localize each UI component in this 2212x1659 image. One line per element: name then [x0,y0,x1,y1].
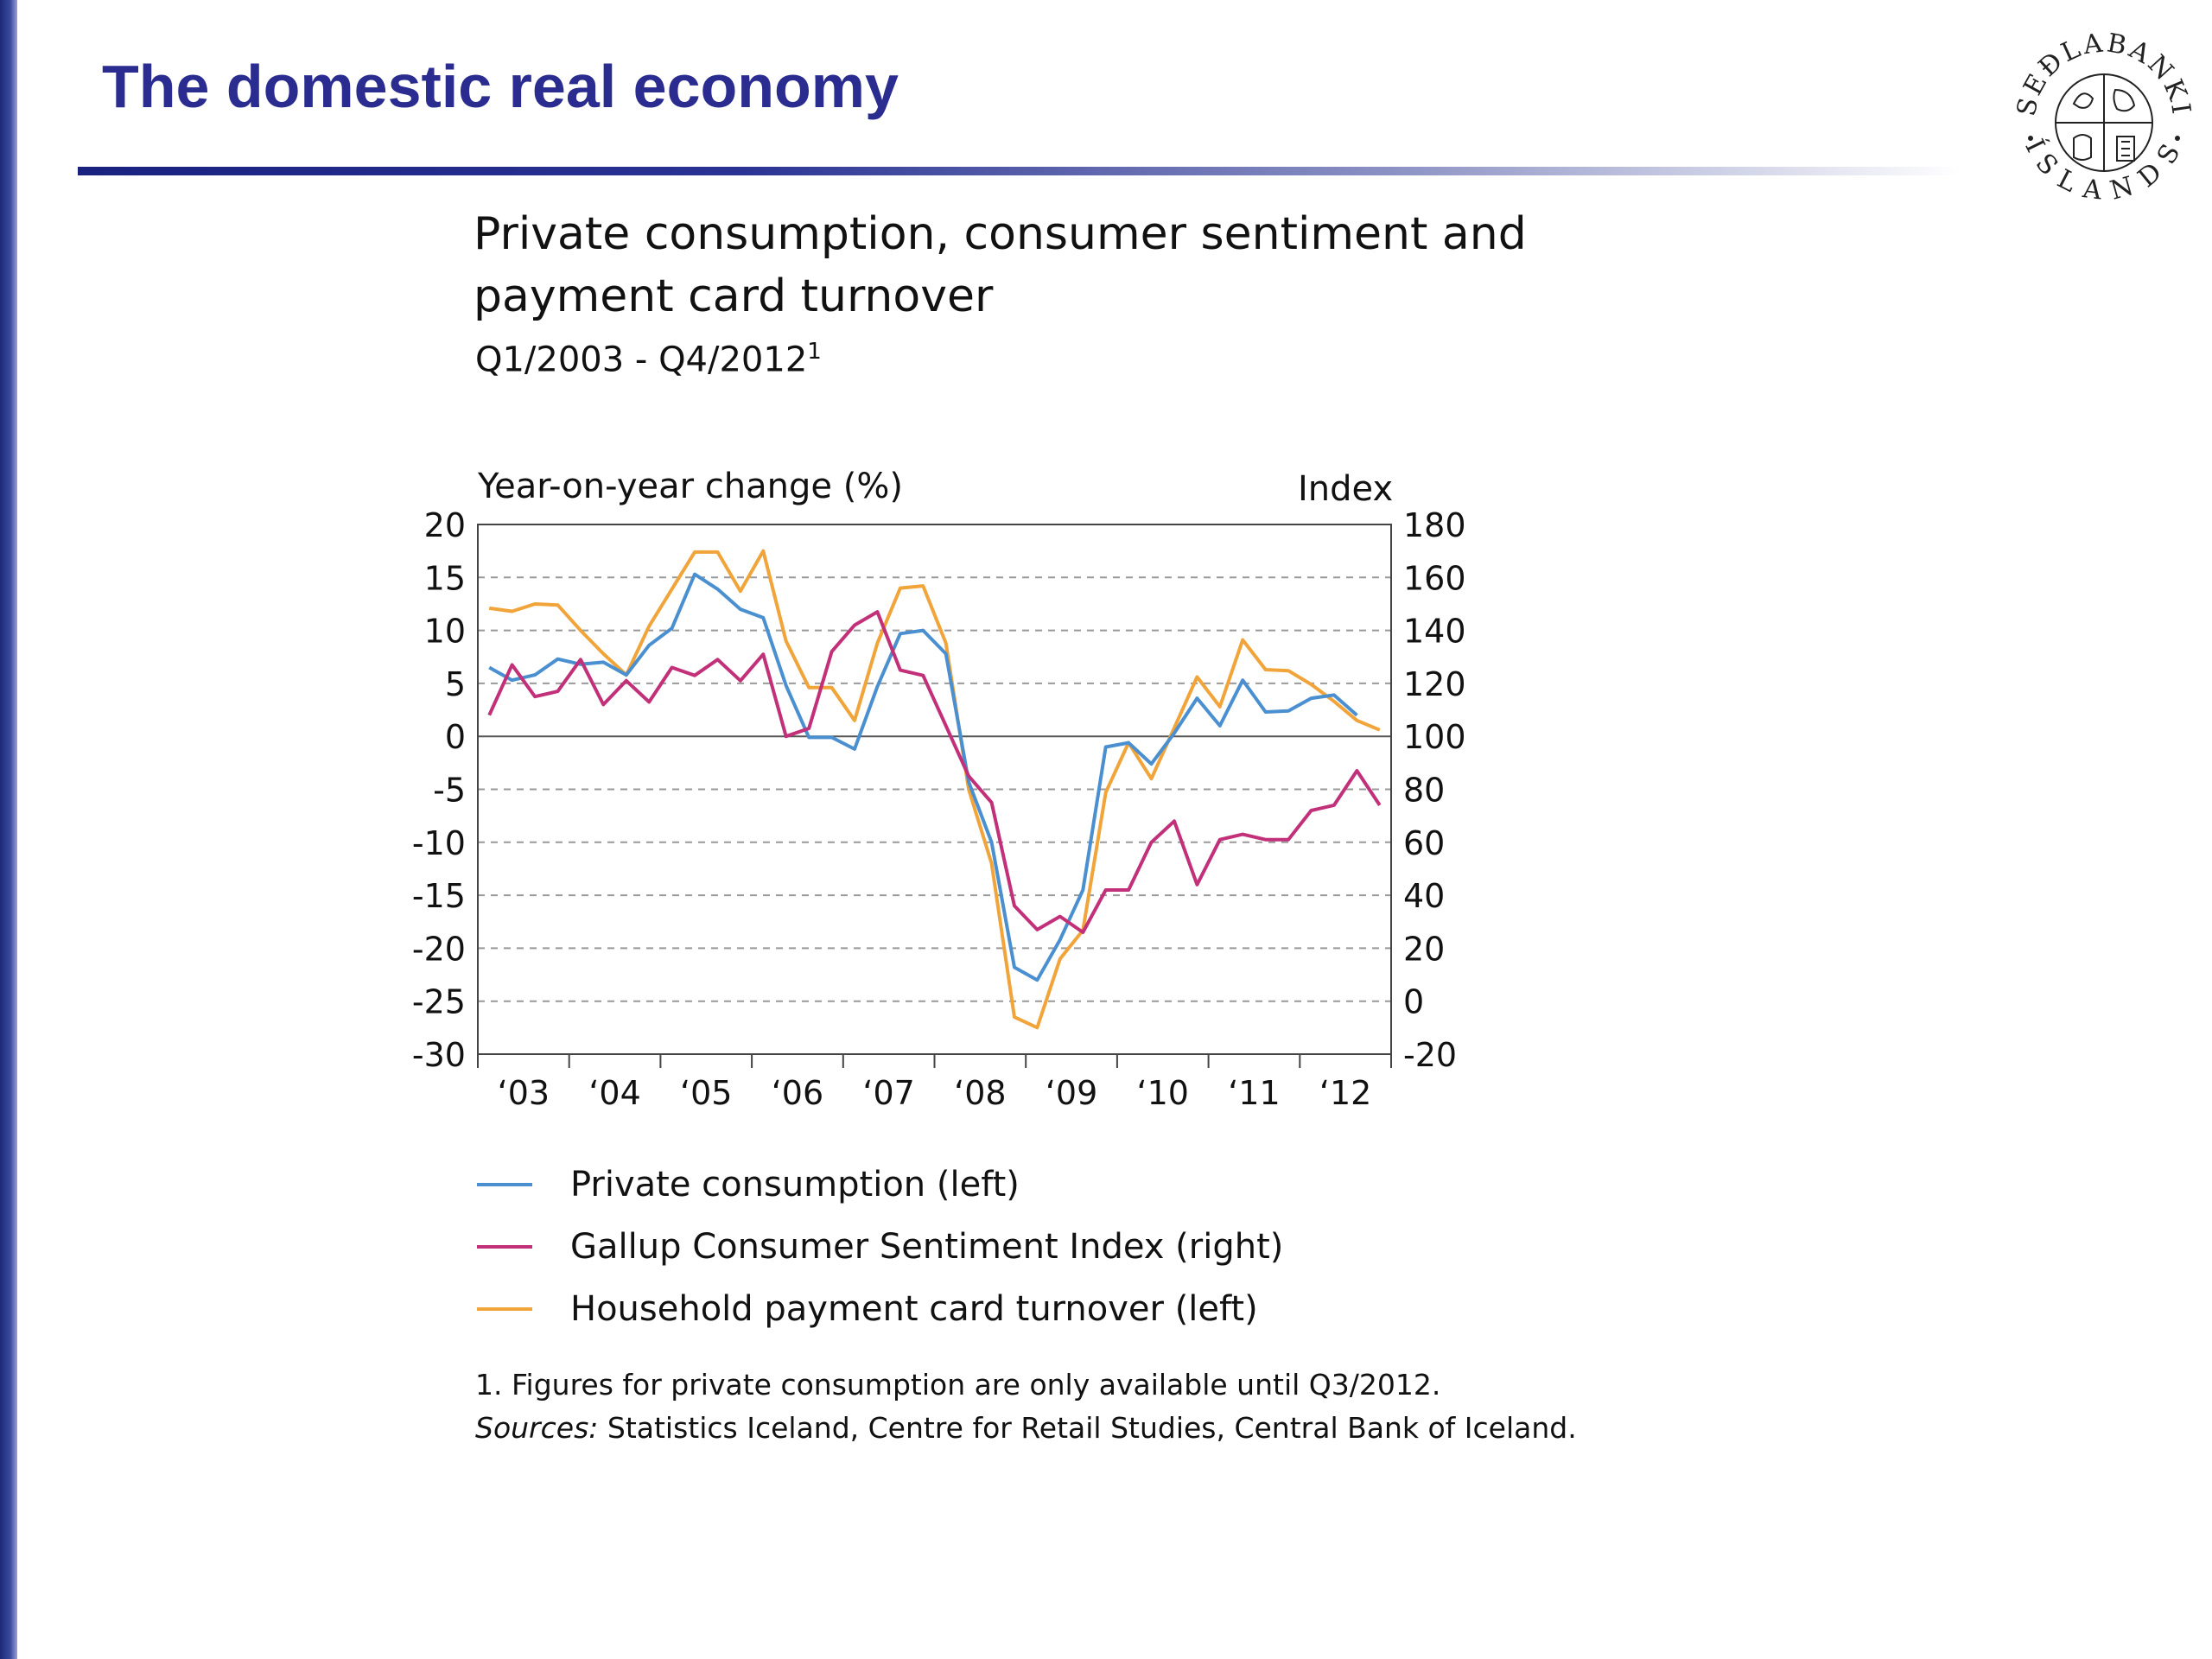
left-tick-label: -5 [433,772,466,810]
right-tick-label: 80 [1403,772,1445,810]
right-tick-label: 120 [1403,665,1466,703]
legend-swatch-card-turnover [477,1307,532,1311]
right-tick-label: 100 [1403,718,1466,756]
x-tick-label: ‘09 [1046,1074,1097,1112]
series-line-private-consumption [488,572,1358,982]
right-tick-label: 160 [1403,559,1466,597]
chart-title: Private consumption, consumer sentiment … [474,208,1527,322]
left-axis-label: Year-on-year change (%) [478,467,903,506]
legend-label-private-consumption: Private consumption (left) [570,1165,1020,1205]
x-tick-label: ‘06 [772,1074,823,1112]
x-tick-label: ‘04 [588,1074,640,1112]
right-tick-label: 0 [1403,983,1424,1021]
x-tick-label: ‘11 [1228,1074,1280,1112]
legend-item-gallup-sentiment: Gallup Consumer Sentiment Index (right) [477,1216,1283,1278]
left-tick-label: 5 [445,665,466,703]
left-tick-label: -25 [412,983,466,1021]
x-tick-label: ‘12 [1319,1074,1371,1112]
left-tick-label: 20 [424,506,466,544]
footnote-text: 1. Figures for private consumption are o… [475,1368,1441,1402]
chart-notes: 1. Figures for private consumption are o… [475,1363,1599,1450]
slide-left-accent-bar [0,0,17,1659]
footnote-mark: 1 [807,339,822,365]
chart-legend: Private consumption (left) Gallup Consum… [477,1154,1283,1340]
x-tick-label: ‘03 [498,1074,550,1112]
right-tick-label: 40 [1403,877,1445,915]
left-tick-label: 15 [424,559,466,597]
series-line-gallup-sentiment [487,610,1382,934]
right-tick-label: 60 [1403,824,1445,862]
right-tick-label: 140 [1403,613,1466,651]
right-tick-label: 180 [1403,506,1466,544]
legend-swatch-gallup-sentiment [477,1245,532,1249]
left-tick-label: -20 [412,930,466,968]
x-tick-label: ‘05 [680,1074,732,1112]
series-line-card-turnover [488,549,1381,1030]
left-tick-label: 10 [424,613,466,651]
sources-label: Sources: [475,1411,599,1445]
chart-subtitle-text: Q1/2003 - Q4/2012 [475,340,808,380]
legend-item-card-turnover: Household payment card turnover (left) [477,1278,1283,1340]
left-tick-label: -30 [412,1036,466,1074]
left-tick-label: 0 [445,718,466,756]
legend-label-gallup-sentiment: Gallup Consumer Sentiment Index (right) [570,1227,1284,1267]
right-tick-label: -20 [1403,1036,1457,1074]
sources-line: Sources: Statistics Iceland, Centre for … [475,1407,1599,1450]
title-underline [78,167,1961,175]
left-tick-label: -15 [412,877,466,915]
chart-subtitle: Q1/2003 - Q4/20121 [475,339,822,379]
left-tick-label: -10 [412,824,466,862]
x-tick-label: ‘08 [954,1074,1006,1112]
x-tick-label: ‘10 [1137,1074,1189,1112]
x-tick-label: ‘07 [862,1074,914,1112]
right-tick-label: 20 [1403,930,1445,968]
legend-swatch-private-consumption [477,1183,532,1186]
right-axis-label: Index [1298,469,1394,509]
legend-item-private-consumption: Private consumption (left) [477,1154,1283,1216]
central-bank-seal-logo: SEÐLABANKI ÍSLANDS [2012,28,2194,207]
slide-title: The domestic real economy [102,53,899,120]
legend-label-card-turnover: Household payment card turnover (left) [570,1289,1258,1329]
sources-text: Statistics Iceland, Centre for Retail St… [598,1411,1577,1445]
